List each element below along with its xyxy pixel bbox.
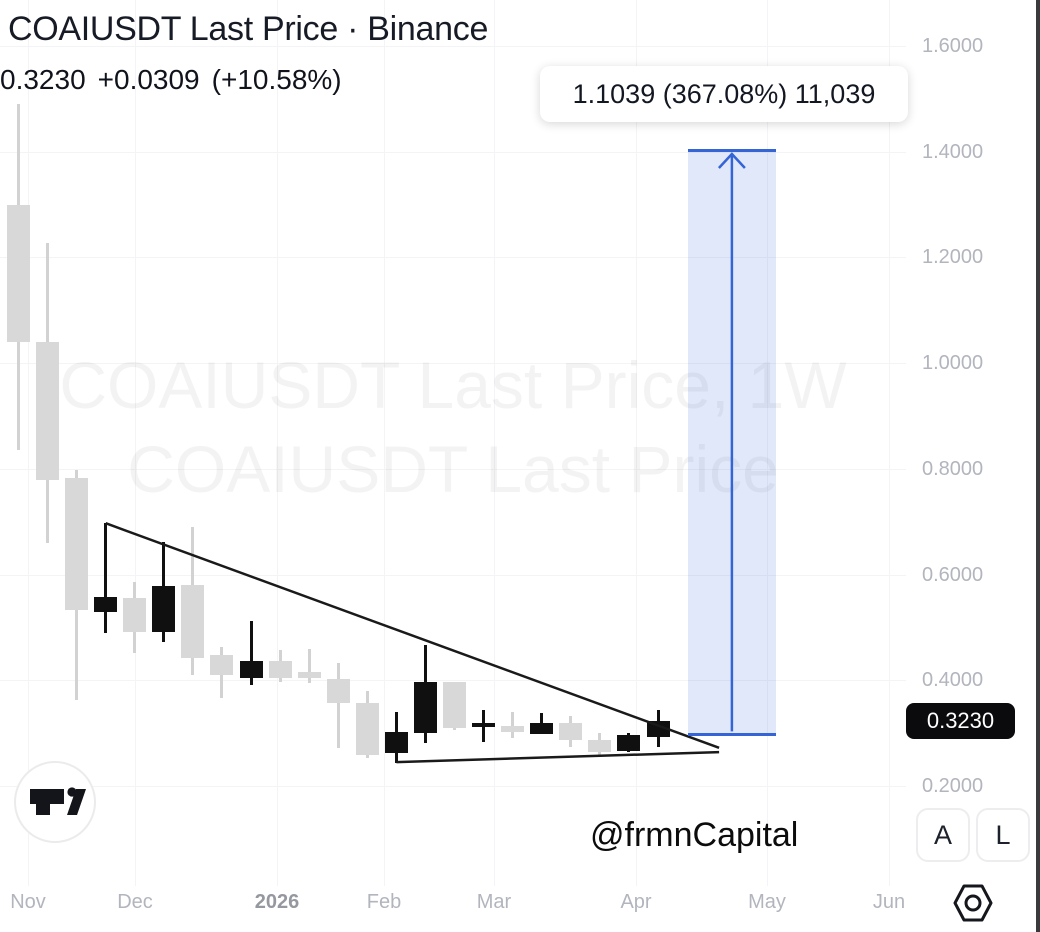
- vertical-gridline: [384, 0, 385, 886]
- price-axis-tick: 1.2000: [922, 246, 984, 269]
- horizontal-gridline: [0, 574, 906, 576]
- price-axis-tick: 1.4000: [922, 140, 984, 163]
- candle-body: [472, 723, 496, 727]
- auto-scale-button[interactable]: A: [916, 808, 970, 862]
- horizontal-gridline: [0, 785, 906, 787]
- vertical-gridline: [767, 0, 768, 886]
- candle-body: [646, 720, 670, 737]
- right-edge-border: [1036, 0, 1040, 932]
- log-scale-button[interactable]: L: [976, 808, 1030, 862]
- candle-body: [94, 596, 118, 612]
- time-axis-label: Feb: [366, 891, 402, 913]
- last-price-value: 0.3230: [0, 64, 86, 95]
- time-axis-label: Dec: [117, 891, 153, 913]
- price-axis-tick: 1.6000: [922, 35, 984, 57]
- vertical-gridline: [28, 0, 29, 886]
- price-axis-tick: 1.0000: [922, 352, 984, 375]
- price-axis[interactable]: 0.3230 1.6000 1.4000 1.2000 1.0000 0.8000 0.6…: [906, 0, 1040, 932]
- time-axis-label: Mar: [476, 891, 512, 913]
- hexagon-settings-icon[interactable]: [947, 880, 999, 926]
- candle-body: [36, 341, 60, 480]
- candle-wick: [307, 649, 311, 683]
- price-change-percent: (+10.58%): [211, 64, 342, 95]
- candle-body: [355, 702, 379, 755]
- watermark-line1: COAIUSDT Last Price, 1W: [59, 348, 847, 422]
- tradingview-logo-button[interactable]: [14, 761, 96, 843]
- lower-trendline[interactable]: [396, 750, 720, 764]
- vertical-gridline: [494, 0, 495, 886]
- candle-body: [501, 725, 525, 732]
- last-price-badge: 0.3230: [906, 702, 1015, 739]
- trendlines-overlay: [105, 522, 720, 764]
- candle-body: [7, 204, 30, 342]
- price-change: +0.0309: [97, 64, 200, 95]
- vertical-gridline: [135, 0, 136, 886]
- candle-wick: [511, 711, 515, 738]
- price-axis-tick: 0.4000: [922, 669, 984, 692]
- candle-body: [413, 681, 437, 734]
- candle-body: [617, 735, 641, 751]
- range-arrow-up: [717, 152, 746, 732]
- candle-wick: [104, 523, 108, 634]
- vertical-gridline: [636, 0, 637, 886]
- watermark-line2: COAIUSDT Last Price: [127, 432, 779, 506]
- candle-body: [152, 586, 176, 633]
- candle-body: [239, 660, 263, 679]
- price-axis-tick: 0.6000: [922, 563, 984, 586]
- horizontal-gridline: [0, 151, 906, 153]
- tradingview-logo-icon: [30, 787, 86, 815]
- upper-trendline[interactable]: [105, 522, 720, 750]
- candle-body: [297, 671, 321, 679]
- candle-body: [123, 597, 147, 633]
- time-axis-label: Nov: [10, 891, 46, 913]
- time-axis-label: May: [748, 891, 786, 913]
- candle-body: [268, 660, 292, 679]
- candle-body: [210, 654, 234, 675]
- horizontal-gridline: [0, 468, 906, 470]
- horizontal-gridline: [0, 363, 906, 365]
- candle-wick: [336, 662, 340, 748]
- vertical-gridline: [889, 0, 890, 886]
- candle-body: [326, 679, 350, 703]
- measurement-label[interactable]: 1.1039 (367.08%) 11,039: [540, 66, 908, 122]
- candle-body: [384, 731, 408, 754]
- chart-pane[interactable]: COAIUSDT Last Price, 1W COAIUSDT Last Pr…: [0, 0, 906, 932]
- price-axis-tick: 0.2000: [922, 774, 984, 797]
- horizontal-gridline: [0, 257, 906, 259]
- candle-body: [588, 739, 612, 753]
- price-range-tool[interactable]: [687, 149, 776, 736]
- attribution-handle: @frmnCapital: [590, 816, 799, 854]
- candle-wick: [249, 621, 253, 685]
- horizontal-gridline: [0, 680, 906, 682]
- time-axis-label: 2026: [254, 891, 300, 913]
- candle-body: [65, 477, 89, 610]
- price-row: 0.3230 +0.0309 (+10.58%): [0, 64, 354, 96]
- vertical-gridline: [277, 0, 278, 886]
- candle-body: [530, 723, 554, 735]
- candle-body: [181, 585, 205, 658]
- price-axis-tick: 0.8000: [922, 457, 984, 480]
- candle-body: [559, 723, 583, 740]
- candle-body: [443, 681, 467, 728]
- horizontal-gridline: [0, 46, 906, 47]
- time-axis-label: Jun: [872, 891, 906, 913]
- symbol-title: COAIUSDT Last Price · Binance: [8, 10, 489, 48]
- time-axis-label: Apr: [620, 891, 652, 913]
